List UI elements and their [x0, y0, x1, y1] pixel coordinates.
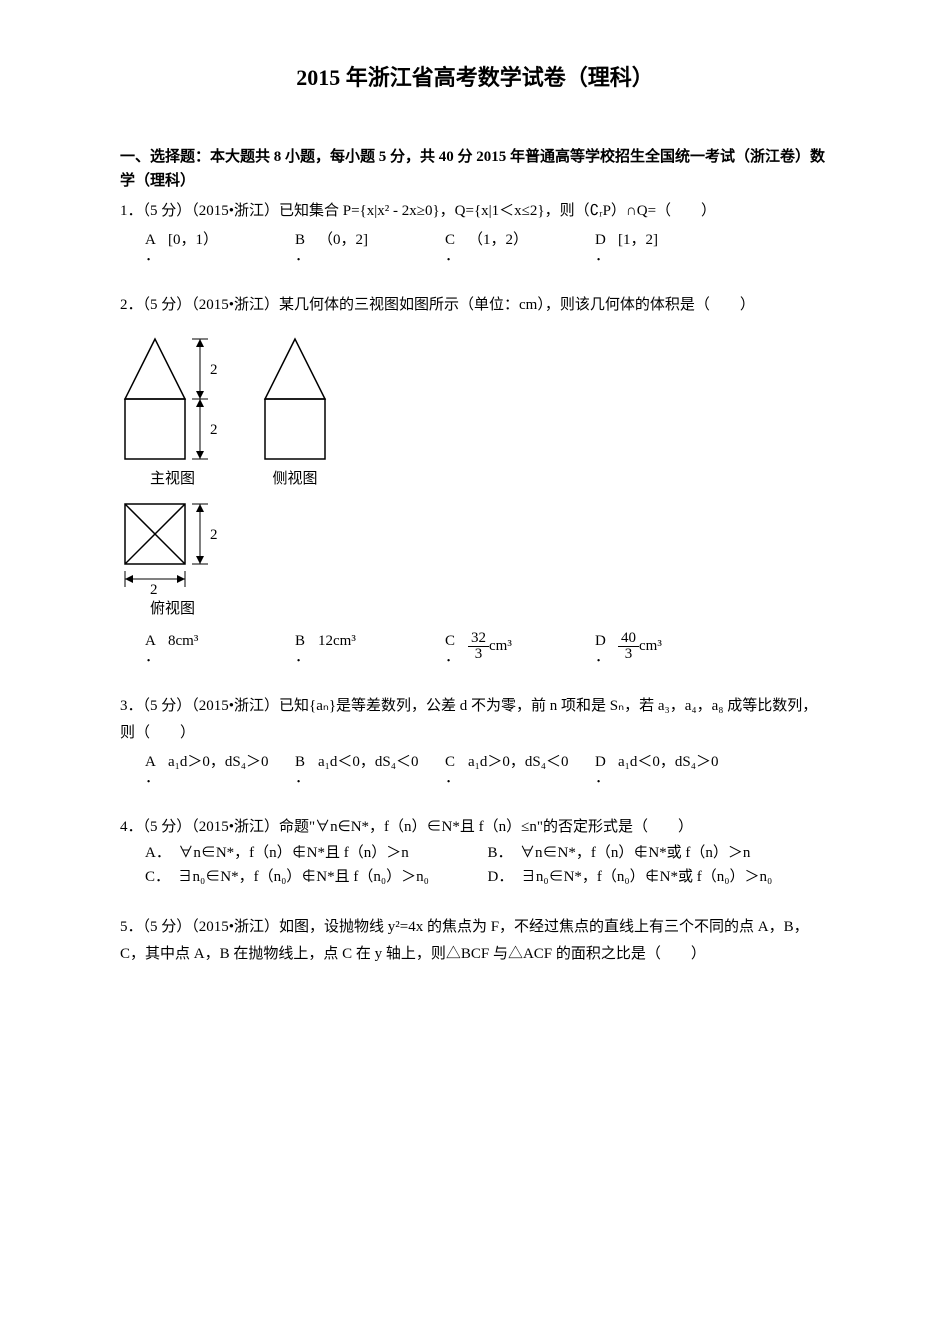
- option-c: a₁d＞0，dS₄＜0: [468, 752, 568, 773]
- option-label: A．: [145, 230, 160, 267]
- option-d: [1，2]: [618, 230, 658, 251]
- option-c: 323cm³: [468, 631, 512, 662]
- option-label: B．: [488, 845, 521, 861]
- question-2-options: A． 8cm³ B． 12cm³ C． 323cm³ D． 403cm³: [120, 631, 830, 668]
- question-1-text: 1．（5 分）（2015•浙江）已知集合 P={x|x² - 2x≥0}，Q={…: [120, 198, 830, 225]
- side-view: 侧视图: [260, 329, 330, 491]
- option-b: a₁d＜0，dS₄＜0: [318, 752, 418, 773]
- question-5: 5．（5 分）（2015•浙江）如图，设抛物线 y²=4x 的焦点为 F，不经过…: [120, 914, 830, 968]
- option-label: B．: [295, 752, 310, 789]
- question-5-text: 5．（5 分）（2015•浙江）如图，设抛物线 y²=4x 的焦点为 F，不经过…: [120, 914, 830, 968]
- top-view-svg: 2 2: [120, 499, 225, 594]
- option-label: C．: [445, 631, 460, 668]
- question-1: 1．（5 分）（2015•浙江）已知集合 P={x|x² - 2x≥0}，Q={…: [120, 198, 830, 267]
- option-label: C．: [445, 752, 460, 789]
- option-label: B．: [295, 230, 310, 267]
- option-a: 8cm³: [168, 631, 198, 652]
- option-label: D．: [488, 869, 521, 885]
- svg-text:2: 2: [210, 362, 218, 378]
- main-view-label: 主视图: [150, 467, 195, 491]
- option-d: a₁d＜0，dS₄＞0: [618, 752, 718, 773]
- option-label: B．: [295, 631, 310, 668]
- question-4-options: A． ∀n∈N*，f（n）∉N*且 f（n）＞n B． ∀n∈N*，f（n）∉N…: [120, 841, 830, 889]
- option-d: ∃n₀∈N*，f（n₀）∉N*或 f（n₀）＞n₀: [521, 869, 772, 885]
- option-label: A．: [145, 845, 178, 861]
- option-a: ∀n∈N*，f（n）∉N*且 f（n）＞n: [178, 845, 408, 861]
- section-1: 一、选择题：本大题共 8 小题，每小题 5 分，共 40 分 2015 年普通高…: [120, 145, 830, 968]
- main-view-svg: 2 2: [120, 329, 225, 464]
- option-label: D．: [595, 631, 610, 668]
- top-view-label: 俯视图: [150, 597, 195, 621]
- option-label: C．: [145, 869, 178, 885]
- option-a: [0，1）: [168, 230, 218, 251]
- main-view: 2 2 主视图: [120, 329, 225, 491]
- option-label: A．: [145, 752, 160, 789]
- section-heading: 一、选择题：本大题共 8 小题，每小题 5 分，共 40 分 2015 年普通高…: [120, 145, 830, 193]
- question-1-options: A． [0，1） B． （0，2] C． （1，2） D． [1，2]: [120, 230, 830, 267]
- option-b: （0，2]: [318, 230, 368, 251]
- side-view-svg: [260, 329, 330, 464]
- side-view-label: 侧视图: [272, 467, 317, 491]
- question-4: 4．（5 分）（2015•浙江）命题"∀n∈N*，f（n）∈N*且 f（n）≤n…: [120, 814, 830, 889]
- question-3-options: A． a₁d＞0，dS₄＞0 B． a₁d＜0，dS₄＜0 C． a₁d＞0，dS₄＜…: [120, 752, 830, 789]
- exam-title: 2015 年浙江省高考数学试卷（理科）: [120, 60, 830, 95]
- svg-text:2: 2: [150, 582, 158, 594]
- svg-text:2: 2: [210, 527, 218, 543]
- top-view: 2 2 俯视图: [120, 499, 225, 621]
- svg-text:2: 2: [210, 422, 218, 438]
- option-d: 403cm³: [618, 631, 662, 662]
- option-a: a₁d＞0，dS₄＞0: [168, 752, 268, 773]
- option-c: ∃n₀∈N*，f（n₀）∉N*且 f（n₀）＞n₀: [178, 869, 429, 885]
- question-2-figures: 2 2 主视图 侧视图: [120, 329, 830, 621]
- option-label: C．: [445, 230, 460, 267]
- option-label: D．: [595, 752, 610, 789]
- option-label: D．: [595, 230, 610, 267]
- option-c: （1，2）: [468, 230, 528, 251]
- option-label: A．: [145, 631, 160, 668]
- question-4-text: 4．（5 分）（2015•浙江）命题"∀n∈N*，f（n）∈N*且 f（n）≤n…: [120, 814, 830, 841]
- question-3: 3．（5 分）（2015•浙江）已知{aₙ}是等差数列，公差 d 不为零，前 n…: [120, 693, 830, 789]
- question-2: 2．（5 分）（2015•浙江）某几何体的三视图如图所示（单位：cm），则该几何…: [120, 292, 830, 668]
- question-2-text: 2．（5 分）（2015•浙江）某几何体的三视图如图所示（单位：cm），则该几何…: [120, 292, 830, 319]
- option-b: 12cm³: [318, 631, 356, 652]
- question-3-text: 3．（5 分）（2015•浙江）已知{aₙ}是等差数列，公差 d 不为零，前 n…: [120, 693, 830, 747]
- option-b: ∀n∈N*，f（n）∉N*或 f（n）＞n: [520, 845, 750, 861]
